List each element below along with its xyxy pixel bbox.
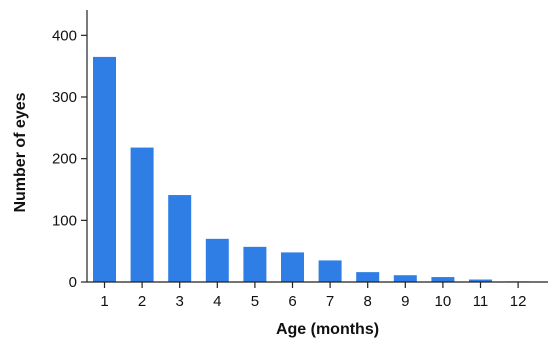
y-axis-ticks: 0 100 200 300 400 xyxy=(52,27,87,291)
x-tick-label: 6 xyxy=(288,293,296,310)
x-tick-label: 4 xyxy=(213,293,221,310)
bar xyxy=(356,272,380,282)
bar xyxy=(469,279,492,282)
x-tick-label: 11 xyxy=(473,293,489,310)
bar xyxy=(281,252,304,282)
x-tick-label: 8 xyxy=(364,293,372,310)
x-tick-label: 3 xyxy=(176,293,184,310)
x-tick-label: 12 xyxy=(510,293,527,310)
bar xyxy=(130,147,154,282)
x-tick-label: 10 xyxy=(435,293,452,310)
x-tick-label: 2 xyxy=(138,293,146,310)
y-tick-label: 0 xyxy=(69,274,77,291)
y-tick-label: 300 xyxy=(52,89,77,106)
bar xyxy=(431,277,455,282)
bar xyxy=(205,238,229,282)
bar xyxy=(243,246,267,282)
x-axis-ticks: 1 2 3 4 5 6 7 8 9 10 11 12 xyxy=(100,282,526,310)
y-tick-label: 200 xyxy=(52,151,77,168)
y-tick-label: 100 xyxy=(52,212,77,229)
x-tick-label: 1 xyxy=(100,293,108,310)
bar xyxy=(168,195,192,282)
y-tick-label: 400 xyxy=(52,27,77,44)
x-tick-label: 7 xyxy=(326,293,334,310)
bar xyxy=(318,260,342,282)
x-tick-label: 9 xyxy=(401,293,409,310)
x-axis-title: Age (months) xyxy=(276,321,379,338)
bar xyxy=(393,275,417,282)
x-tick-label: 5 xyxy=(251,293,259,310)
bar xyxy=(93,56,116,282)
y-axis-title: Number of eyes xyxy=(12,92,29,212)
bars-group xyxy=(93,56,530,282)
